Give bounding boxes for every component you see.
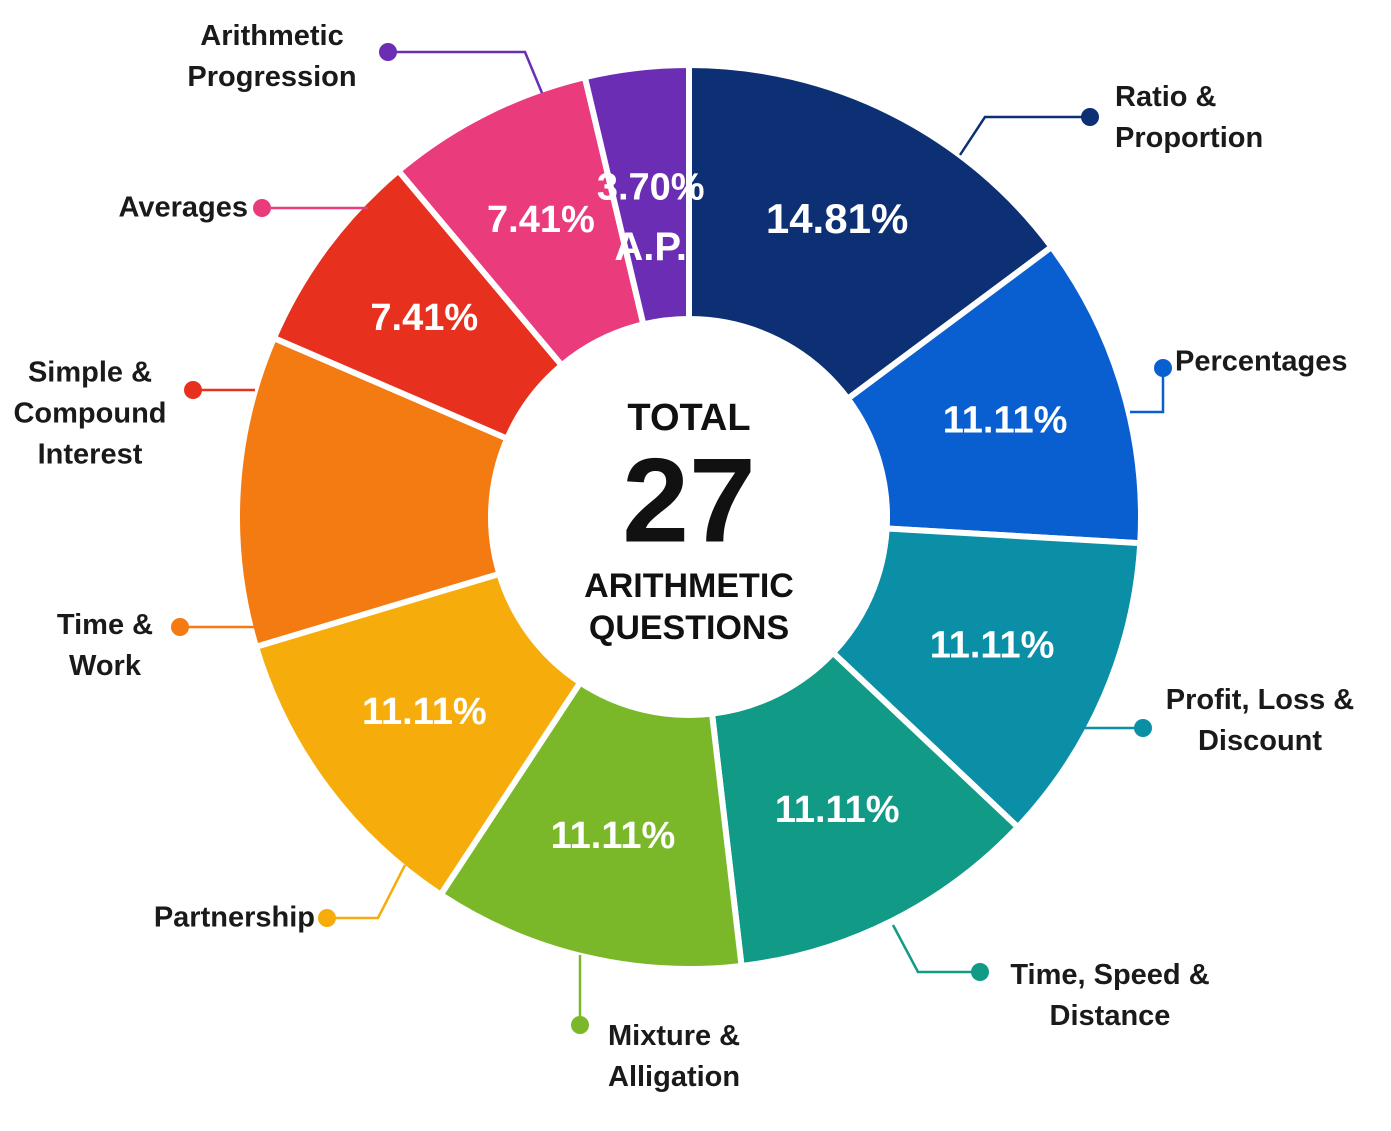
slice-value-label: 11.11% <box>943 399 1068 441</box>
center-hole <box>491 319 887 715</box>
leader-dot <box>1154 359 1172 377</box>
leader-dot <box>379 43 397 61</box>
leader-line <box>388 50 544 94</box>
category-label: Percentages <box>1175 345 1348 378</box>
center-title: TOTAL <box>627 397 750 439</box>
leader-dot <box>971 963 989 981</box>
center-subtitle-line: ARITHMETIC <box>584 567 794 605</box>
leader-dot <box>1081 108 1099 126</box>
leader-dot <box>1134 719 1152 737</box>
slice-value-label: 11.11% <box>775 789 900 831</box>
category-label: Mixture & Alligation <box>608 1020 741 1093</box>
leader-dot <box>318 909 336 927</box>
leader-dot <box>253 199 271 217</box>
category-label: Simple & Compound Interest <box>13 356 167 471</box>
center-subtitle-line: QUESTIONS <box>589 609 789 647</box>
leader-dot <box>571 1016 589 1034</box>
slice-annotation: A.P. <box>614 225 687 269</box>
leader-line <box>891 924 980 974</box>
slice-value-label: 7.41% <box>487 199 595 241</box>
category-label: Profit, Loss & Discount <box>1165 684 1355 757</box>
leader-dot <box>171 618 189 636</box>
slice-value-label: 11.11% <box>551 815 676 857</box>
leader-dot <box>184 381 202 399</box>
category-label: Partnership <box>153 901 315 934</box>
donut-slice <box>843 242 1144 547</box>
donut-slice <box>234 334 512 651</box>
slice-value-label: 11.11% <box>930 625 1055 667</box>
category-label: Averages <box>118 191 248 224</box>
slice-value-label: 11.11% <box>362 691 487 733</box>
category-label: Time & Work <box>56 609 154 682</box>
leader-line <box>327 864 407 920</box>
slice-value-label: 14.81% <box>766 195 908 242</box>
category-label: Ratio & Proportion <box>1115 81 1264 154</box>
category-label: Arithmetic Progression <box>187 20 357 93</box>
category-label: Time, Speed & Distance <box>1010 959 1210 1032</box>
slice-value-label: 7.41% <box>370 297 478 339</box>
slice-value-label: 3.70% <box>597 166 705 208</box>
leader-line <box>1130 368 1165 414</box>
center-subtitle: ARITHMETIC QUESTIONS <box>584 567 794 647</box>
center-value: 27 <box>622 434 755 568</box>
leader-line <box>958 115 1090 156</box>
